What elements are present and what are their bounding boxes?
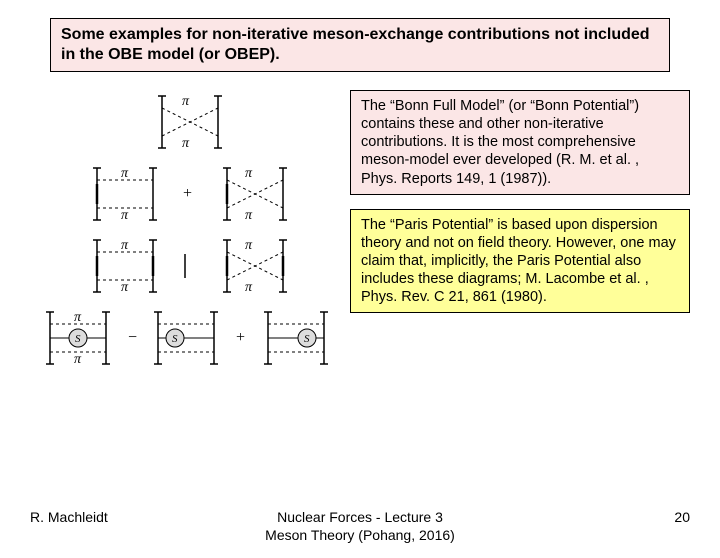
pi-label: π [121,280,129,295]
pi-label: π [245,208,253,223]
content-area: π π π π + [0,90,720,370]
sigma-label: S [75,333,81,345]
diagram-row-3: π π π π [85,234,295,298]
diagram-column: π π π π + [30,90,350,370]
bonn-model-box: The “Bonn Full Model” (or “Bonn Potentia… [350,90,690,195]
pi-label: π [182,136,190,151]
diagram-crossed-single: π π [150,90,230,154]
sigma-label: S [304,333,310,345]
title-text: Some examples for non-iterative meson-ex… [61,26,650,63]
footer-line2: Meson Theory (Pohang, 2016) [265,527,455,543]
text-column: The “Bonn Full Model” (or “Bonn Potentia… [350,90,690,370]
pi-label: π [121,238,129,253]
title-box: Some examples for non-iterative meson-ex… [50,18,670,72]
paris-potential-box: The “Paris Potential” is based upon disp… [350,209,690,314]
footer-line1: Nuclear Forces - Lecture 3 [277,509,443,525]
footer-page-number: 20 [674,509,690,525]
pi-label: π [245,280,253,295]
footer-author: R. Machleidt [30,509,108,525]
footer-center: Nuclear Forces - Lecture 3 Meson Theory … [0,509,720,544]
diagram-row-2: π π + π π [85,162,295,226]
pi-label: π [74,352,82,367]
pi-label: π [74,310,82,325]
pi-label: π [245,238,253,253]
plus-sign: + [236,329,245,346]
pi-label: π [245,166,253,181]
plus-sign: + [183,185,192,202]
pi-label: π [121,166,129,181]
bonn-model-text: The “Bonn Full Model” (or “Bonn Potentia… [361,98,639,187]
footer: R. Machleidt Nuclear Forces - Lecture 3 … [0,509,720,544]
minus-sign: − [128,329,137,346]
paris-potential-text: The “Paris Potential” is based upon disp… [361,217,676,306]
sigma-label: S [172,333,178,345]
pi-label: π [121,208,129,223]
diagram-row-4: S π π − S + [40,306,340,370]
pi-label: π [182,94,190,109]
